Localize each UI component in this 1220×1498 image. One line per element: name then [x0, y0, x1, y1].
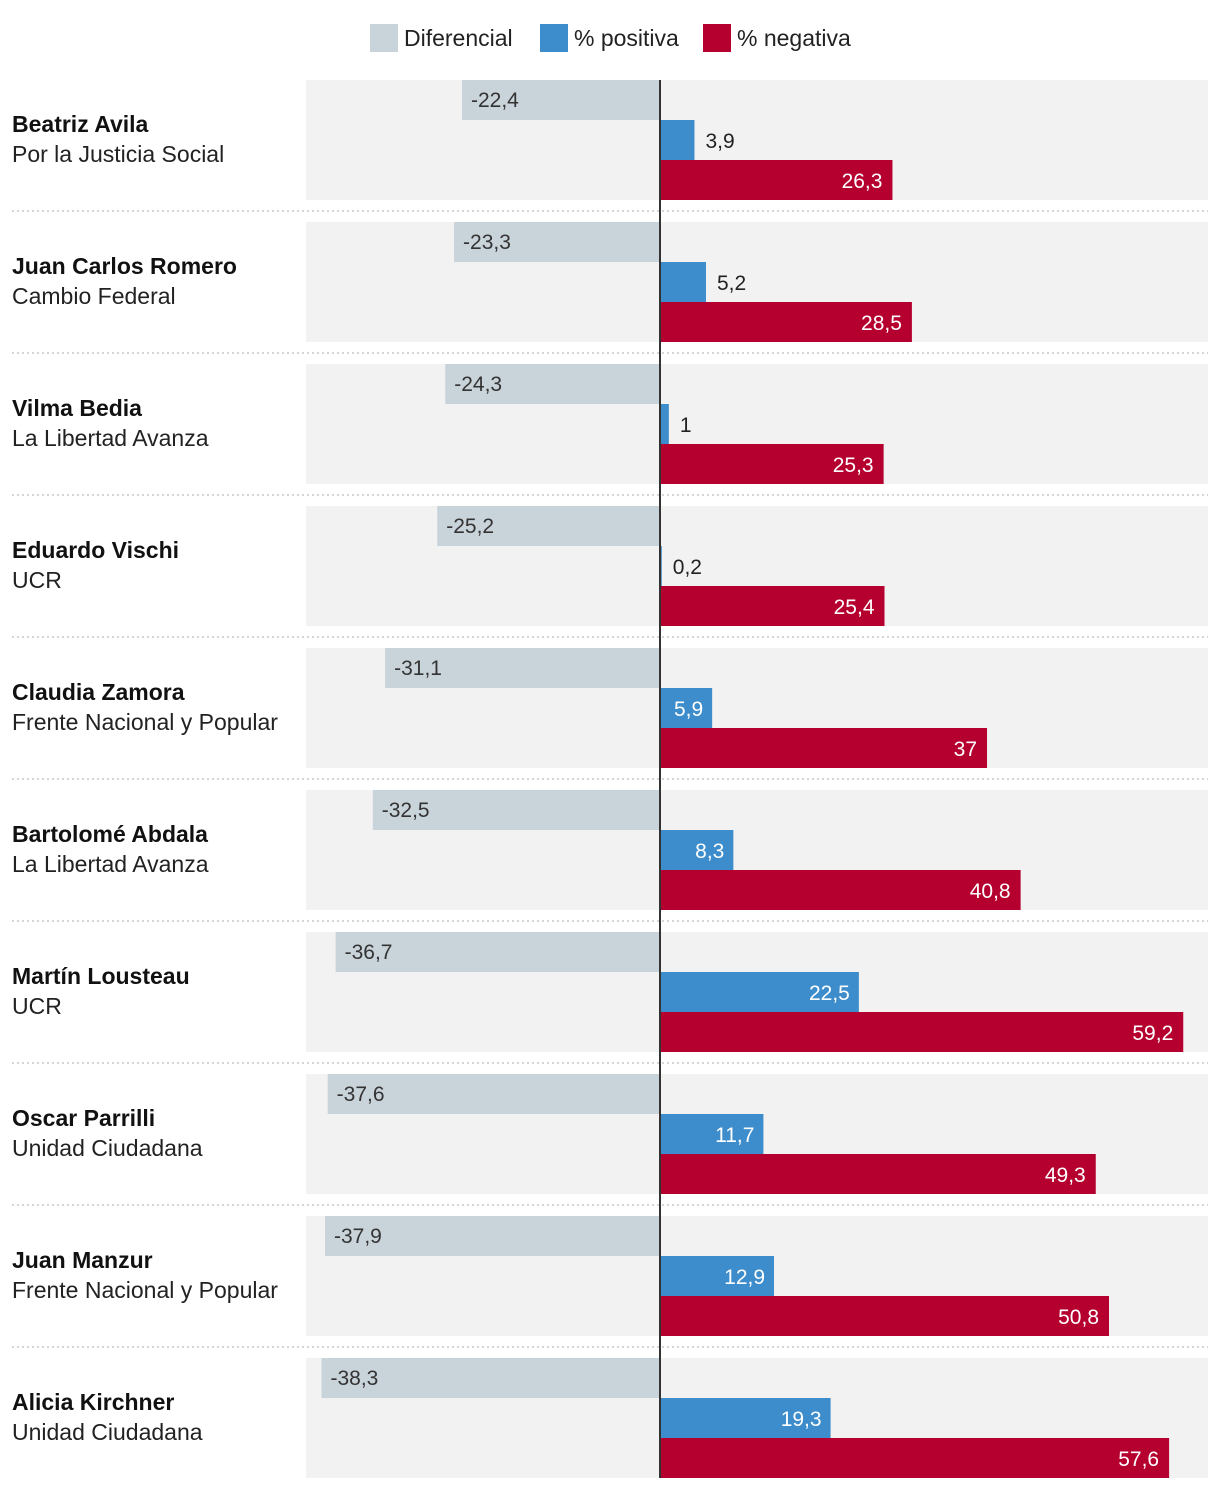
- legend-swatch-diferencial: [370, 24, 398, 52]
- label-diferencial: -32,5: [382, 799, 430, 822]
- bar-diferencial: [335, 932, 660, 972]
- bar-diferencial: [327, 1074, 660, 1114]
- candidate-party: Unidad Ciudadana: [12, 1419, 203, 1445]
- candidate-name: Alicia Kirchner: [12, 1389, 174, 1415]
- label-diferencial: -23,3: [463, 231, 511, 254]
- label-positiva: 5,2: [717, 272, 746, 295]
- label-positiva: 1: [680, 414, 692, 437]
- label-negativa: 37: [954, 738, 977, 761]
- candidate-name: Oscar Parrilli: [12, 1105, 155, 1131]
- label-positiva: 5,9: [674, 698, 703, 721]
- candidate-party: Frente Nacional y Popular: [12, 709, 278, 735]
- bar-positiva: [660, 1256, 775, 1296]
- bar-negativa: [660, 1438, 1170, 1478]
- candidate-name: Juan Carlos Romero: [12, 253, 237, 279]
- label-diferencial: -31,1: [394, 657, 442, 680]
- candidate-party: Cambio Federal: [12, 283, 176, 309]
- candidate-party: Frente Nacional y Popular: [12, 1277, 278, 1303]
- bar-positiva: [660, 830, 734, 870]
- label-diferencial: -36,7: [345, 941, 393, 964]
- bar-diferencial: [325, 1216, 660, 1256]
- bar-positiva: [660, 972, 859, 1012]
- label-negativa: 25,3: [833, 454, 874, 477]
- label-negativa: 40,8: [970, 880, 1011, 903]
- bar-positiva: [660, 688, 713, 728]
- candidate-name: Beatriz Avila: [12, 111, 149, 137]
- label-diferencial: -38,3: [330, 1367, 378, 1390]
- label-positiva: 0,2: [673, 556, 702, 579]
- candidate-name: Vilma Bedia: [12, 395, 142, 421]
- bar-negativa: [660, 870, 1021, 910]
- label-negativa: 50,8: [1058, 1306, 1099, 1329]
- candidate-party: Por la Justicia Social: [12, 141, 224, 167]
- candidate-name: Juan Manzur: [12, 1247, 153, 1273]
- bar-diferencial: [372, 790, 660, 830]
- bar-positiva: [660, 120, 695, 160]
- label-negativa: 57,6: [1118, 1448, 1159, 1471]
- bar-diferencial: [385, 648, 660, 688]
- label-positiva: 12,9: [724, 1266, 765, 1289]
- label-diferencial: -37,9: [334, 1225, 382, 1248]
- bar-diferencial: [437, 506, 660, 546]
- legend-swatch-negativa: [703, 24, 731, 52]
- label-positiva: 19,3: [781, 1408, 822, 1431]
- bar-negativa: [660, 586, 885, 626]
- bar-negativa: [660, 444, 884, 484]
- candidate-party: UCR: [12, 567, 62, 593]
- bar-positiva: [660, 404, 669, 444]
- candidate-party: UCR: [12, 993, 62, 1019]
- legend-label-diferencial: Diferencial: [404, 25, 513, 51]
- label-diferencial: -37,6: [337, 1083, 385, 1106]
- candidate-party: Unidad Ciudadana: [12, 1135, 203, 1161]
- candidate-party: La Libertad Avanza: [12, 425, 209, 451]
- bar-positiva: [660, 1398, 831, 1438]
- bar-diferencial: [445, 364, 660, 404]
- candidate-party: La Libertad Avanza: [12, 851, 209, 877]
- bar-negativa: [660, 1154, 1096, 1194]
- bar-positiva: [660, 262, 706, 302]
- bar-negativa: [660, 1296, 1110, 1336]
- bar-diferencial: [462, 80, 660, 120]
- candidate-name: Martín Lousteau: [12, 963, 190, 989]
- bar-diferencial: [321, 1358, 660, 1398]
- label-negativa: 49,3: [1045, 1164, 1086, 1187]
- label-positiva: 22,5: [809, 982, 850, 1005]
- bar-negativa: [660, 728, 988, 768]
- legend-label-negativa: % negativa: [737, 25, 851, 51]
- label-diferencial: -25,2: [446, 515, 494, 538]
- candidate-name: Claudia Zamora: [12, 679, 185, 705]
- label-positiva: 11,7: [715, 1124, 754, 1147]
- legend-label-positiva: % positiva: [574, 25, 679, 51]
- candidate-name: Eduardo Vischi: [12, 537, 179, 563]
- bar-negativa: [660, 302, 912, 342]
- bar-negativa: [660, 1012, 1184, 1052]
- candidate-name: Bartolomé Abdala: [12, 821, 208, 847]
- label-diferencial: -22,4: [471, 89, 519, 112]
- label-negativa: 25,4: [834, 596, 875, 619]
- legend-swatch-positiva: [540, 24, 568, 52]
- label-positiva: 3,9: [705, 130, 734, 153]
- bar-diferencial: [454, 222, 660, 262]
- label-diferencial: -24,3: [454, 373, 502, 396]
- label-negativa: 59,2: [1132, 1022, 1173, 1045]
- bar-positiva: [660, 1114, 764, 1154]
- label-negativa: 26,3: [842, 170, 883, 193]
- label-positiva: 8,3: [695, 840, 724, 863]
- label-negativa: 28,5: [861, 312, 902, 335]
- bar-negativa: [660, 160, 893, 200]
